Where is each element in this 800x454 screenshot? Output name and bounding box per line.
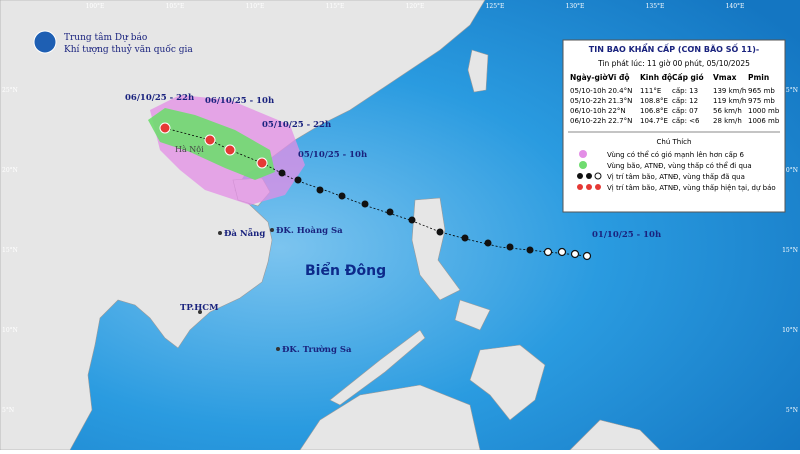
table-cell: 21.3°N	[608, 97, 632, 105]
latitude-label: 10°N	[2, 327, 18, 334]
island-label: ĐK. Trường Sa	[282, 344, 352, 355]
places	[198, 228, 280, 351]
longitude-label: 140°E	[726, 3, 745, 10]
table-cell: 05/10-22h	[570, 97, 606, 105]
longitude-label: 100°E	[86, 3, 105, 10]
table-cell: 106.8°E	[640, 107, 668, 115]
table-cell: 06/10-10h	[570, 107, 606, 115]
table-cell: cấp: 12	[672, 97, 698, 105]
table-cell: 108.8°E	[640, 97, 668, 105]
org-name: Khí tượng thuỷ văn quốc gia	[64, 44, 193, 55]
org-name: Trung tâm Dự báo	[64, 32, 147, 43]
legend-swatch	[579, 161, 587, 169]
time-label: 06/10/25 - 22h	[125, 93, 194, 103]
longitude-label: 110°E	[246, 3, 265, 10]
bulletin-title: TIN BAO KHẨN CẤP (CƠN BÃO SỐ 11)-	[589, 42, 759, 54]
table-cell: 119 km/h	[713, 97, 746, 105]
latitude-label: 25°N	[782, 87, 798, 94]
table-cell: cấp: <6	[672, 117, 700, 125]
time-label: 06/10/25 - 10h	[205, 96, 274, 106]
city-label: Hà Nội	[175, 145, 204, 154]
column-header: Vmax	[713, 73, 737, 82]
city-label: Đà Nẵng	[224, 227, 265, 239]
longitude-label: 105°E	[166, 3, 185, 10]
legend-title: Chú Thích	[657, 138, 692, 146]
table-cell: 139 km/h	[713, 87, 746, 95]
table-cell: cấp: 13	[672, 87, 698, 95]
latitude-label: 5°N	[2, 407, 14, 414]
longitude-labels: 100°E 105°E 110°E 115°E 120°E 125°E 130°E 135°E…	[86, 3, 745, 10]
table-cell: cấp: 07	[672, 107, 698, 115]
island-label: ĐK. Hoàng Sa	[276, 225, 343, 236]
city-label: TP.HCM	[180, 303, 219, 313]
bulletin-issued: Tin phát lúc: 11 giờ 00 phút, 05/10/2025	[597, 59, 750, 68]
latitude-label: 15°N	[2, 247, 18, 254]
sea-label: Biển Đông	[305, 262, 386, 279]
latitude-label: 20°N	[2, 167, 18, 174]
table-cell: 06/10-22h	[570, 117, 606, 125]
latitude-label: 20°N	[782, 167, 798, 174]
longitude-label: 135°E	[646, 3, 665, 10]
legend-swatch	[577, 172, 602, 180]
table-cell: 1000 mb	[748, 107, 780, 115]
time-label: 05/10/25 - 22h	[262, 120, 331, 130]
logo: Trung tâm Dự báo Khí tượng thuỷ văn quốc…	[33, 30, 193, 55]
column-header: Pmin	[748, 73, 769, 82]
legend-swatch	[577, 184, 601, 190]
time-label: 05/10/25 - 10h	[298, 150, 367, 160]
legend-label: Vị trí tâm bão, ATNĐ, vùng thấp hiện tại…	[607, 184, 776, 192]
track-forecast	[159, 122, 268, 169]
legend-swatch	[579, 150, 587, 158]
longitude-label: 115°E	[326, 3, 345, 10]
legend-label: Vùng có thể có gió mạnh lên hơn cấp 6	[607, 150, 744, 159]
latitude-label: 15°N	[782, 247, 798, 254]
table-cell: 111°E	[640, 87, 661, 95]
table-cell: 28 km/h	[713, 117, 742, 125]
track-early	[543, 247, 592, 261]
table-cell: 1006 mb	[748, 117, 780, 125]
column-header: Kinh độ	[640, 73, 672, 82]
info-box: TIN BAO KHẨN CẤP (CƠN BÃO SỐ 11)- Tin ph…	[562, 39, 786, 213]
table-cell: 22.7°N	[608, 117, 632, 125]
latitude-label: 10°N	[782, 327, 798, 334]
column-header: Cấp gió	[672, 73, 704, 82]
table-cell: 22°N	[608, 107, 626, 115]
table-cell: 20.4°N	[608, 87, 632, 95]
table-cell: 965 mb	[748, 87, 775, 95]
column-header: Vĩ độ	[608, 73, 630, 82]
table-cell: 05/10-10h	[570, 87, 606, 95]
legend-label: Vị trí tâm bão, ATNĐ, vùng thấp đã qua	[607, 173, 745, 181]
table-cell: 975 mb	[748, 97, 775, 105]
column-header: Ngày-giờ	[570, 73, 608, 82]
time-label: 01/10/25 - 10h	[592, 230, 661, 240]
latitude-label: 25°N	[2, 87, 18, 94]
info-panel	[562, 39, 786, 213]
track-past	[278, 169, 534, 254]
table-cell: 56 km/h	[713, 107, 742, 115]
latitude-label: 5°N	[786, 407, 798, 414]
longitude-label: 130°E	[566, 3, 585, 10]
longitude-label: 120°E	[406, 3, 425, 10]
latitude-labels: 25°N 25°N 20°N 20°N 15°N 15°N 10°N 10°N 5°N 5°N	[2, 87, 798, 414]
table-cell: 104.7°E	[640, 117, 668, 125]
legend-label: Vùng bão, ATNĐ, vùng thấp có thể đi qua	[607, 161, 752, 170]
longitude-label: 125°E	[486, 3, 505, 10]
